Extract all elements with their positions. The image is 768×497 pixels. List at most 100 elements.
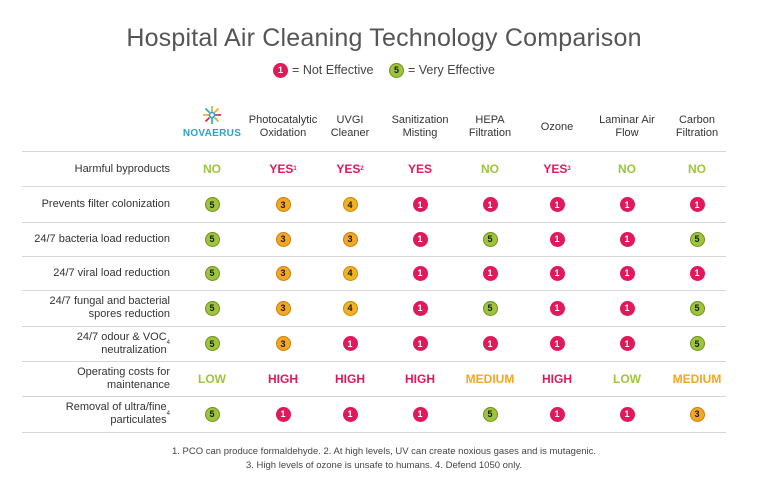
legend-label: = Very Effective (407, 63, 495, 77)
table-cell: 5 (456, 396, 524, 432)
rating-1-icon: 1 (549, 336, 565, 351)
row-label-text: 24/7 fungal and bacterial spores reducti… (49, 295, 170, 320)
table-cell: 5 (178, 256, 246, 290)
row-label: Prevents filter colonization (22, 187, 170, 222)
table-cell: 1 (386, 222, 454, 256)
rating-5-icon: 5 (204, 336, 220, 351)
rating-1-icon: 1 (619, 406, 635, 422)
row-divider (22, 151, 726, 152)
rating-5-icon: 5 (204, 300, 220, 316)
legend-item-very-effective: 5 = Very Effective (388, 62, 495, 78)
table-cell: YES 1 (249, 152, 317, 186)
rating-1-icon: 1 (482, 265, 498, 281)
row-label: Operating costs for maintenance (22, 361, 170, 396)
legend: 1 = Not Effective 5 = Very Effective (0, 62, 768, 78)
column-header: Photocatalytic Oxidation (248, 114, 318, 139)
table-cell: YES (386, 152, 454, 186)
footnotes: 1. PCO can produce formaldehyde. 2. At h… (0, 445, 768, 473)
table-cell: 4 (316, 290, 384, 326)
table-cell: 1 (593, 326, 661, 361)
row-divider (22, 186, 726, 187)
row-label-text: 24/7 bacteria load reduction (34, 232, 170, 245)
rating-3-icon: 3 (275, 300, 291, 316)
row-divider (22, 256, 726, 257)
rating-1-icon: 1 (412, 336, 428, 351)
footnote-line-1: 1. PCO can produce formaldehyde. 2. At h… (171, 446, 597, 457)
rating-1-icon: 1 (549, 406, 565, 422)
page-title: Hospital Air Cleaning Technology Compari… (126, 24, 642, 52)
table-cell: HIGH (386, 361, 454, 396)
row-divider (22, 396, 726, 397)
table-cell: 5 (663, 326, 731, 361)
cell-value: YES (269, 162, 294, 176)
table-cell: YES 3 (523, 152, 591, 186)
rating-1-icon: 1 (412, 300, 428, 316)
novaerus-logo: NOVAERUS (180, 104, 244, 148)
table-cell: 1 (663, 187, 731, 222)
cell-value: LOW (198, 371, 226, 386)
cell-value: YES (407, 162, 432, 176)
row-divider (22, 326, 726, 327)
column-header: UVGI Cleaner (330, 114, 370, 139)
rating-3-icon: 3 (275, 197, 291, 212)
row-label: Harmful byproducts (22, 152, 170, 186)
table-cell: 1 (249, 396, 317, 432)
table-cell: 1 (593, 256, 661, 290)
table-cell: 5 (178, 326, 246, 361)
cell-value: HIGH (542, 371, 572, 386)
row-divider (22, 432, 726, 433)
table-cell: YES 2 (316, 152, 384, 186)
rating-1-icon: 1 (619, 231, 635, 247)
rating-1-icon: 1 (689, 197, 705, 212)
row-label-text: 24/7 odour & VOC neutralization (76, 330, 167, 356)
table-cell: NO (456, 152, 524, 186)
cell-value: NO (688, 162, 706, 176)
cell-value: MEDIUM (465, 371, 515, 386)
rating-5-icon: 5 (204, 197, 220, 212)
rating-1-icon: 1 (619, 336, 635, 351)
table-cell: 1 (316, 326, 384, 361)
rating-1-icon: 1 (689, 265, 705, 281)
rating-5-icon: 5 (204, 265, 220, 281)
table-cell: 3 (663, 396, 731, 432)
rating-5-icon: 5 (388, 62, 404, 78)
table-cell: 1 (523, 187, 591, 222)
rating-3-icon: 3 (342, 231, 358, 247)
cell-value: HIGH (268, 371, 298, 386)
row-label: 24/7 viral load reduction (22, 256, 170, 290)
cell-value: HIGH (335, 371, 365, 386)
cell-value: NO (203, 162, 221, 176)
rating-5-icon: 5 (204, 231, 220, 247)
cell-value: NO (481, 162, 499, 176)
table-cell: 5 (456, 290, 524, 326)
table-cell: 1 (593, 290, 661, 326)
rating-4-icon: 4 (342, 265, 358, 281)
cell-value: MEDIUM (672, 371, 722, 386)
rating-5-icon: 5 (482, 231, 498, 247)
row-label: Removal of ultra/fine particulates 4 (22, 396, 170, 432)
table-cell: 5 (178, 290, 246, 326)
cell-value: HIGH (405, 371, 435, 386)
row-label: 24/7 odour & VOC neutralization 4 (22, 326, 170, 361)
rating-1-icon: 1 (549, 300, 565, 316)
rating-1-icon: 1 (412, 197, 428, 212)
footnote-ref: 4 (166, 340, 170, 346)
rating-5-icon: 5 (482, 300, 498, 316)
footnote-ref: 4 (166, 410, 170, 417)
legend-item-not-effective: 1 = Not Effective (273, 62, 373, 78)
row-label-text: Removal of ultra/fine particulates (65, 401, 167, 426)
row-label-text: Prevents filter colonization (41, 198, 170, 210)
row-label: 24/7 bacteria load reduction (22, 222, 170, 256)
table-cell: 5 (178, 396, 246, 432)
table-cell: 3 (249, 222, 317, 256)
table-cell: 5 (178, 222, 246, 256)
table-cell: 1 (386, 326, 454, 361)
table-cell: 3 (249, 290, 317, 326)
row-divider (22, 361, 726, 362)
column-header: Ozone (540, 120, 574, 133)
row-label: 24/7 fungal and bacterial spores reducti… (22, 290, 170, 326)
row-label-text: Harmful byproducts (74, 162, 170, 175)
rating-1-icon: 1 (482, 197, 498, 212)
rating-1-icon: 1 (342, 406, 358, 422)
rating-1-icon: 1 (549, 231, 565, 247)
